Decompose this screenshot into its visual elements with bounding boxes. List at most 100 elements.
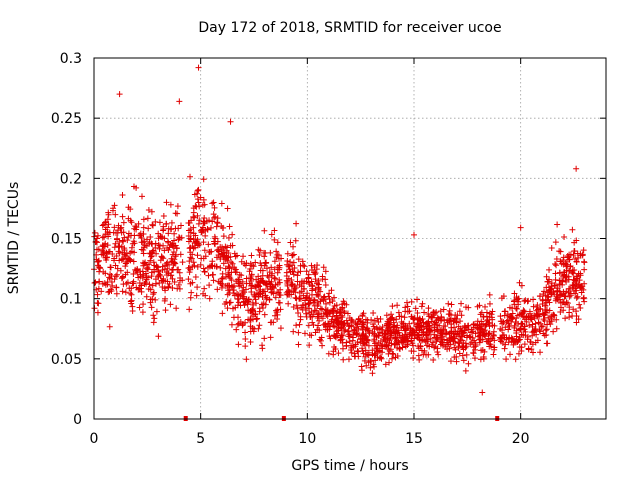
data-point	[445, 300, 452, 307]
data-point	[119, 213, 126, 220]
data-point	[355, 353, 362, 360]
data-point	[465, 326, 472, 333]
data-point	[430, 357, 437, 364]
data-point	[293, 295, 300, 302]
data-point	[545, 278, 552, 285]
data-point	[543, 326, 550, 333]
data-point	[177, 222, 184, 229]
data-point	[220, 260, 227, 267]
data-point	[437, 308, 444, 315]
data-point	[227, 118, 234, 125]
data-point	[106, 288, 113, 295]
data-point	[127, 290, 134, 297]
data-point	[559, 278, 566, 285]
data-point	[382, 331, 389, 338]
data-point	[537, 320, 544, 327]
data-point	[212, 241, 219, 248]
data-point	[431, 321, 438, 328]
data-point	[530, 349, 537, 356]
data-point	[344, 310, 351, 317]
data-point	[460, 346, 467, 353]
data-point	[415, 320, 422, 327]
data-point	[543, 273, 550, 280]
data-point	[536, 293, 543, 300]
data-point	[339, 339, 346, 346]
data-point	[152, 296, 159, 303]
data-point	[235, 341, 242, 348]
data-point	[111, 276, 118, 283]
data-point	[91, 279, 98, 286]
data-point	[205, 272, 212, 279]
data-point	[225, 263, 232, 270]
data-point	[434, 349, 441, 356]
data-point	[320, 321, 327, 328]
data-point	[131, 240, 138, 247]
data-point	[548, 315, 555, 322]
data-point	[464, 332, 471, 339]
data-point	[404, 299, 411, 306]
data-point	[277, 325, 284, 332]
data-point	[402, 325, 409, 332]
data-point	[242, 343, 249, 350]
data-point	[189, 279, 196, 286]
data-point	[224, 305, 231, 312]
data-point	[247, 316, 254, 323]
data-point	[135, 220, 142, 227]
data-point	[271, 236, 278, 243]
data-point	[210, 277, 217, 284]
data-point	[194, 187, 201, 194]
data-point	[202, 232, 209, 239]
data-point	[147, 234, 154, 241]
data-point	[114, 271, 121, 278]
data-point	[563, 258, 570, 265]
data-point	[152, 280, 159, 287]
data-point	[388, 315, 395, 322]
data-point	[521, 341, 528, 348]
data-point	[275, 299, 282, 306]
data-point	[482, 303, 489, 310]
data-point	[213, 263, 220, 270]
data-point	[337, 306, 344, 313]
data-point	[190, 224, 197, 231]
data-point	[185, 276, 192, 283]
data-point	[529, 341, 536, 348]
data-point	[456, 308, 463, 315]
data-point	[455, 339, 462, 346]
data-point	[408, 337, 415, 344]
data-point	[239, 322, 246, 329]
data-point	[285, 275, 292, 282]
data-point	[386, 339, 393, 346]
data-point	[426, 343, 433, 350]
data-point	[371, 363, 378, 370]
data-point	[99, 222, 106, 229]
data-point	[322, 268, 329, 275]
data-point	[290, 303, 297, 310]
data-point	[369, 370, 376, 377]
data-point	[563, 299, 570, 306]
data-point	[254, 281, 261, 288]
data-point	[460, 357, 467, 364]
data-point	[263, 259, 270, 266]
data-point	[192, 202, 199, 209]
data-point	[168, 219, 175, 226]
data-point	[150, 312, 157, 319]
data-point	[194, 284, 201, 291]
data-point	[367, 364, 374, 371]
data-point	[378, 355, 385, 362]
data-point	[415, 352, 422, 359]
data-point	[361, 335, 368, 342]
data-point	[242, 336, 249, 343]
data-point	[431, 331, 438, 338]
data-point	[346, 331, 353, 338]
data-point	[370, 323, 377, 330]
data-point	[129, 307, 136, 314]
y-tick-label: 0.15	[51, 232, 82, 248]
data-point	[482, 333, 489, 340]
data-point	[136, 285, 143, 292]
data-point	[446, 345, 453, 352]
data-point	[205, 241, 212, 248]
data-point	[374, 348, 381, 355]
data-point	[195, 64, 202, 71]
data-point	[377, 315, 384, 322]
